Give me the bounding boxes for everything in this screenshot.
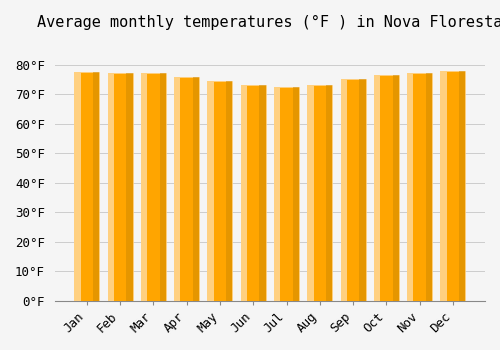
Bar [374, 75, 399, 301]
Bar [407, 74, 432, 301]
Bar [440, 71, 446, 301]
Bar [292, 87, 299, 301]
Bar [308, 85, 314, 301]
Bar [74, 72, 80, 301]
Bar [340, 79, 365, 301]
Bar [340, 79, 347, 301]
Bar [426, 74, 432, 301]
Bar [459, 71, 466, 301]
Bar [193, 77, 199, 301]
Bar [360, 79, 366, 301]
Bar [108, 74, 114, 301]
Bar [260, 85, 266, 301]
Bar [308, 85, 332, 301]
Bar [326, 85, 332, 301]
Bar [240, 85, 247, 301]
Bar [93, 72, 99, 301]
Bar [226, 82, 232, 301]
Bar [208, 82, 233, 301]
Bar [74, 72, 99, 301]
Bar [160, 74, 166, 301]
Bar [407, 74, 414, 301]
Bar [208, 82, 214, 301]
Bar [240, 85, 266, 301]
Bar [440, 71, 466, 301]
Bar [392, 75, 399, 301]
Title: Average monthly temperatures (°F ) in Nova Floresta: Average monthly temperatures (°F ) in No… [37, 15, 500, 30]
Bar [274, 87, 280, 301]
Bar [141, 74, 166, 301]
Bar [374, 75, 380, 301]
Bar [141, 74, 147, 301]
Bar [108, 74, 132, 301]
Bar [274, 87, 299, 301]
Bar [174, 77, 180, 301]
Bar [126, 74, 132, 301]
Bar [174, 77, 199, 301]
